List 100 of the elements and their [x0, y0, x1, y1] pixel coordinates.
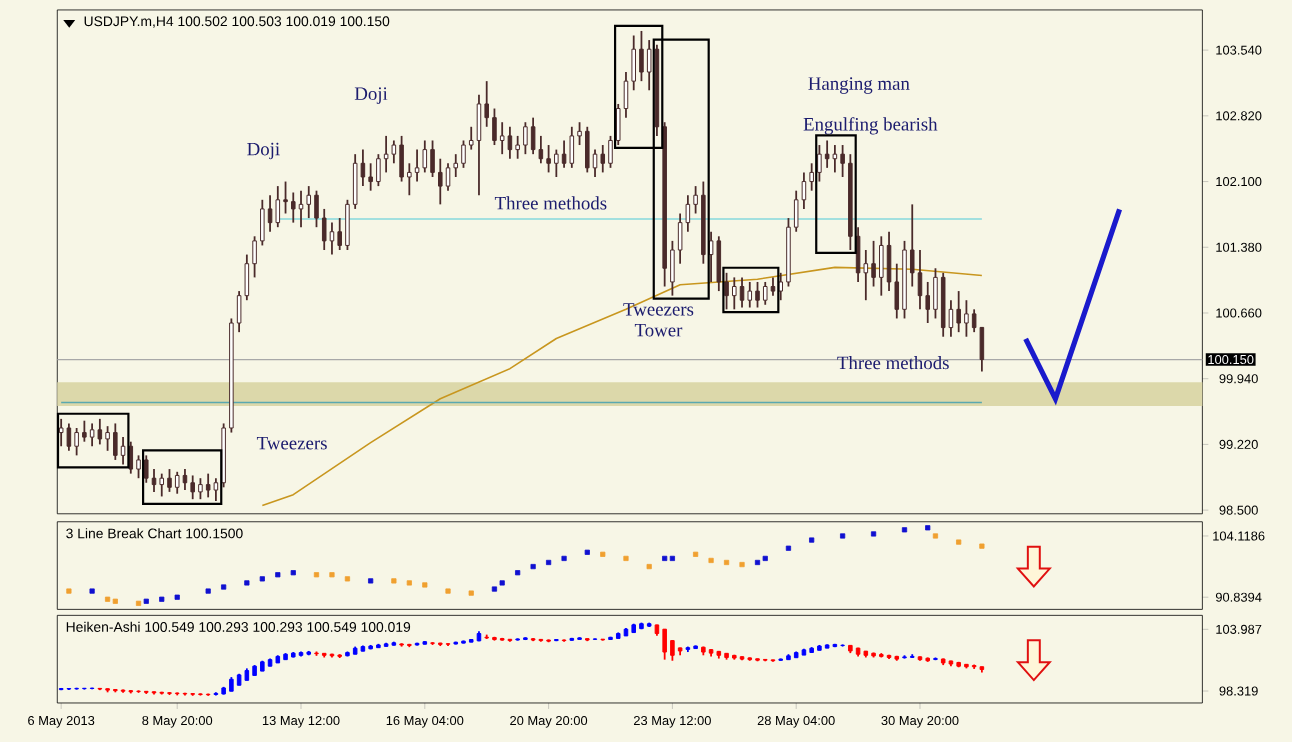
candlestick [956, 289, 961, 333]
candlestick [747, 280, 753, 308]
point [925, 524, 931, 530]
candlestick [461, 139, 466, 169]
point [329, 571, 335, 577]
candlestick [507, 125, 513, 160]
candlestick [368, 161, 373, 192]
point [901, 526, 908, 533]
candlestick [128, 440, 134, 475]
candlestick [66, 422, 72, 452]
candlestick [205, 472, 211, 498]
candlestick [569, 125, 575, 169]
point [809, 537, 815, 543]
candlestick [422, 139, 428, 173]
point [313, 571, 320, 577]
candlestick [809, 161, 814, 192]
point [275, 571, 281, 577]
candlestick [58, 417, 64, 447]
candlestick [499, 120, 505, 155]
candlestick [739, 276, 745, 308]
point [112, 598, 118, 604]
candlestick [817, 143, 822, 183]
point [646, 563, 652, 569]
candlestick [290, 191, 296, 224]
point [979, 543, 985, 549]
point [870, 530, 877, 537]
point [491, 586, 498, 592]
point [530, 563, 536, 569]
candlestick [143, 454, 149, 484]
candlestick [824, 139, 830, 169]
annotation: Tweezers Tower [623, 302, 694, 337]
candlestick [275, 184, 281, 228]
point [956, 539, 962, 545]
candlestick [190, 474, 195, 500]
candlestick [561, 139, 567, 169]
point [623, 555, 629, 561]
point [344, 575, 351, 582]
point [290, 569, 296, 575]
annotation: Doji [247, 142, 280, 159]
candlestick [732, 276, 737, 310]
candlestick [925, 280, 931, 324]
point [259, 575, 265, 582]
point [708, 557, 714, 563]
point [723, 559, 730, 565]
point [89, 588, 95, 594]
point [391, 577, 397, 584]
point [499, 579, 505, 586]
candlestick [546, 143, 551, 173]
point [515, 569, 521, 575]
candlestick [708, 230, 714, 283]
point [135, 600, 142, 606]
annotation: Tweezers [256, 436, 327, 450]
point [584, 549, 590, 555]
candlestick [585, 125, 590, 173]
point [445, 588, 451, 594]
candlestick [414, 148, 420, 183]
point [368, 577, 374, 584]
candlestick [755, 280, 760, 308]
point [762, 555, 768, 561]
point [143, 598, 149, 604]
candlestick [855, 225, 861, 283]
point [546, 559, 552, 565]
candlestick [159, 472, 165, 497]
point [754, 559, 761, 565]
candlestick [530, 116, 536, 155]
candlestick [724, 271, 729, 310]
candlestick [917, 248, 923, 310]
candlestick [662, 627, 667, 661]
candlestick [762, 280, 768, 306]
candlestick [770, 276, 776, 297]
candlestick [376, 152, 381, 187]
candlestick [879, 235, 884, 297]
point [739, 561, 745, 567]
annotation: Doji [354, 86, 388, 104]
candlestick [174, 470, 180, 495]
point [221, 584, 227, 590]
point [840, 532, 846, 539]
point [104, 596, 111, 602]
candlestick [871, 239, 876, 288]
candlestick [167, 467, 172, 493]
point [244, 579, 250, 586]
candlestick [298, 189, 304, 228]
candlestick [515, 134, 520, 160]
point [932, 532, 939, 539]
point [600, 551, 606, 557]
candlestick [538, 134, 544, 164]
candlestick [832, 143, 838, 173]
candlestick [716, 235, 722, 292]
candlestick [639, 29, 644, 82]
candlestick [136, 454, 141, 479]
candlestick [523, 120, 528, 155]
point [174, 594, 180, 600]
candlestick [492, 107, 497, 146]
candlestick [438, 157, 443, 205]
point [785, 545, 792, 551]
candlestick [554, 148, 559, 178]
point [422, 581, 428, 588]
candlestick [113, 422, 118, 461]
point [561, 555, 567, 561]
candlestick [306, 184, 312, 219]
